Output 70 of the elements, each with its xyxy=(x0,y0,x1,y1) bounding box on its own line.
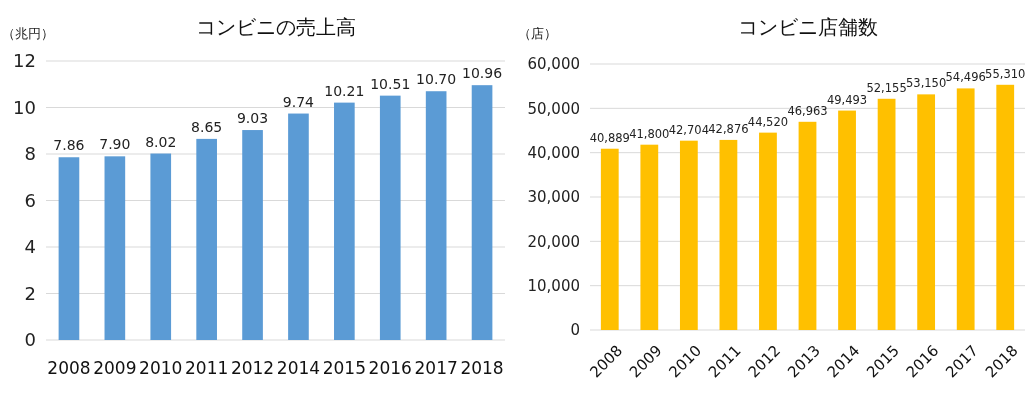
y-tick-label: 50,000 xyxy=(527,99,580,118)
y-tick-label: 8 xyxy=(24,143,36,165)
bar xyxy=(600,148,619,330)
data-label: 7.90 xyxy=(99,136,131,153)
data-label: 9.03 xyxy=(236,110,269,127)
data-label: 52,155 xyxy=(866,80,907,95)
bar xyxy=(334,102,355,340)
data-label: 8.65 xyxy=(191,118,223,135)
data-label: 10.21 xyxy=(324,82,365,99)
data-label: 40,889 xyxy=(589,130,630,145)
y-tick-label: 6 xyxy=(24,189,36,211)
y-tick-label: 40,000 xyxy=(527,143,580,162)
data-label: 41,800 xyxy=(629,126,670,141)
data-label: 7.86 xyxy=(53,137,85,154)
y-axis-title: （兆円） xyxy=(2,26,54,41)
data-label: 54,496 xyxy=(945,70,986,85)
data-label: 10.96 xyxy=(462,65,503,82)
bar xyxy=(425,91,447,340)
y-tick-label: 12 xyxy=(13,50,36,72)
y-tick-label: 30,000 xyxy=(527,188,580,207)
data-label: 55,310 xyxy=(985,66,1026,81)
x-tick-label: 2012 xyxy=(230,358,275,378)
bar xyxy=(640,144,659,330)
y-axis-title: （店） xyxy=(518,26,557,41)
y-tick-label: 10 xyxy=(13,96,36,118)
x-tick-label: 2016 xyxy=(368,358,412,378)
x-tick-label: 2017 xyxy=(414,358,458,378)
data-label: 46,963 xyxy=(787,103,828,118)
y-tick-label: 0 xyxy=(570,321,580,340)
x-tick-label: 2009 xyxy=(93,358,137,378)
bar xyxy=(838,110,856,330)
bar xyxy=(679,140,698,330)
chart-title: コンビニ店舗数 xyxy=(737,15,878,39)
bar xyxy=(379,95,401,340)
bar xyxy=(798,121,817,330)
bar xyxy=(104,156,126,340)
y-tick-label: 20,000 xyxy=(527,232,580,251)
bar xyxy=(719,139,738,330)
y-tick-label: 60,000 xyxy=(527,55,580,74)
bar xyxy=(471,85,493,340)
data-label: 44,520 xyxy=(747,114,789,129)
x-tick-label: 2010 xyxy=(139,358,183,378)
x-tick-label: 2014 xyxy=(276,358,321,378)
bar xyxy=(288,113,309,340)
bar xyxy=(996,84,1015,330)
bar xyxy=(759,132,777,330)
x-tick-label: 2011 xyxy=(185,358,229,378)
x-tick-label: 2015 xyxy=(322,358,366,378)
y-tick-label: 0 xyxy=(24,329,36,351)
chart-title: コンビニの売上高 xyxy=(195,15,356,39)
data-label: 42,704 xyxy=(668,122,709,137)
bar xyxy=(877,98,896,330)
bar xyxy=(150,153,172,340)
x-tick-label: 2018 xyxy=(460,358,504,378)
y-tick-label: 4 xyxy=(24,236,36,258)
data-label: 49,493 xyxy=(826,92,868,107)
data-label: 10.70 xyxy=(416,71,457,88)
data-label: 10.51 xyxy=(370,75,411,92)
data-label: 9.74 xyxy=(282,93,315,110)
bar xyxy=(956,88,975,330)
data-label: 42,876 xyxy=(708,121,749,136)
x-tick-label: 2008 xyxy=(47,358,91,378)
data-label: 8.02 xyxy=(145,133,177,150)
y-tick-label: 10,000 xyxy=(527,276,580,295)
y-tick-label: 2 xyxy=(24,282,36,304)
bar xyxy=(58,157,80,340)
data-label: 53,150 xyxy=(906,76,947,91)
bar xyxy=(196,138,217,340)
bar xyxy=(917,94,936,330)
bar xyxy=(242,130,263,340)
